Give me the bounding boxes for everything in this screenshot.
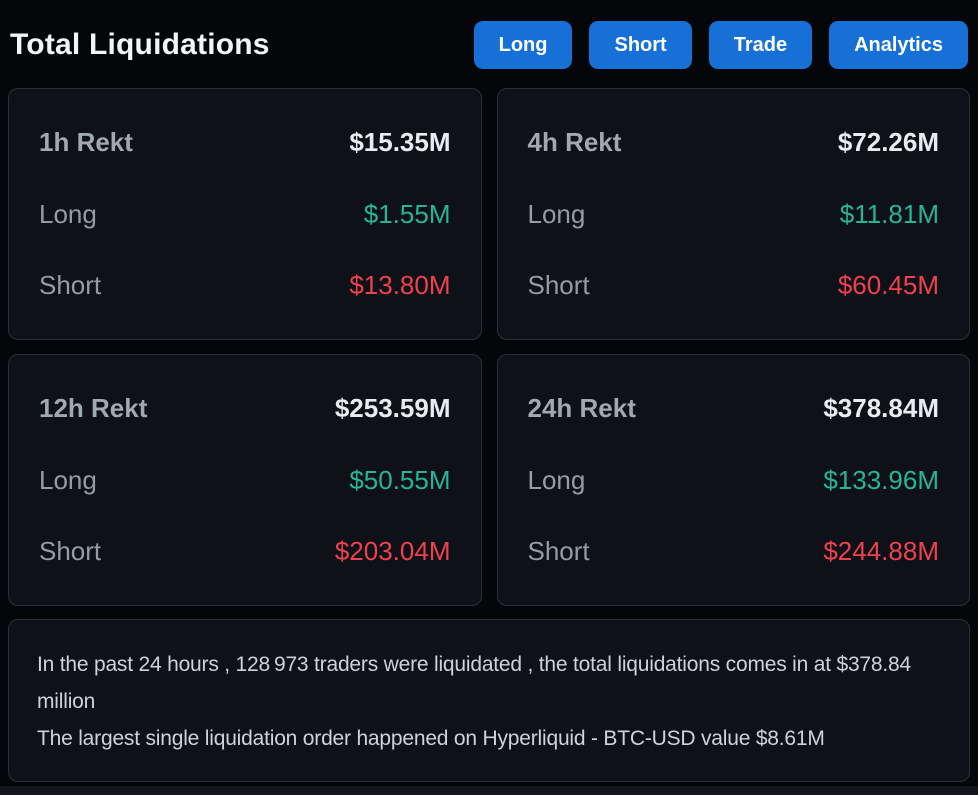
long-row: Long $50.55M [39, 465, 451, 496]
long-row: Long $133.96M [528, 465, 940, 496]
short-label: Short [527, 536, 590, 567]
short-value: $13.80M [349, 270, 451, 301]
summary-line-2: The largest single liquidation order hap… [37, 727, 825, 751]
long-value: $50.55M [349, 464, 451, 495]
filter-button-row: Long Short Trade Analytics [473, 20, 968, 69]
liquidation-card-1h: 1h Rekt $15.35M Long $1.55M Short $13.80… [8, 88, 482, 341]
short-row: Short $13.80M [39, 270, 451, 301]
total-row: 24h Rekt $378.84M [528, 393, 940, 424]
summary-line-1: In the past 24 hours , 128 973 traders w… [37, 653, 911, 714]
long-value: $11.81M [839, 198, 939, 229]
header: Total Liquidations Long Short Trade Anal… [0, 0, 978, 75]
total-value: $15.35M [349, 127, 451, 158]
short-row: Short $244.88M [528, 536, 940, 567]
long-row: Long $1.55M [39, 199, 451, 230]
total-value: $253.59M [334, 393, 451, 424]
long-filter-button[interactable]: Long [473, 20, 573, 69]
long-label: Long [39, 464, 97, 495]
short-filter-button[interactable]: Short [589, 20, 692, 69]
short-label: Short [39, 536, 102, 567]
total-value: $378.84M [823, 393, 939, 424]
total-row: 4h Rekt $72.26M [528, 127, 940, 158]
short-row: Short $203.04M [39, 536, 451, 567]
period-label: 12h Rekt [39, 393, 148, 424]
bottom-strip [0, 786, 978, 795]
short-value: $203.04M [334, 536, 451, 567]
page-title: Total Liquidations [10, 27, 270, 61]
total-value: $72.26M [837, 127, 939, 158]
liquidation-card-4h: 4h Rekt $72.26M Long $11.81M Short $60.4… [496, 88, 970, 341]
liquidation-card-12h: 12h Rekt $253.59M Long $50.55M Short $20… [8, 354, 482, 607]
short-row: Short $60.45M [528, 270, 940, 301]
long-value: $133.96M [823, 464, 939, 495]
liquidation-cards-grid: 1h Rekt $15.35M Long $1.55M Short $13.80… [0, 88, 978, 607]
period-label: 4h Rekt [527, 127, 622, 158]
short-value: $244.88M [823, 536, 939, 567]
long-label: Long [527, 198, 586, 229]
summary-card: In the past 24 hours , 128 973 traders w… [8, 619, 970, 783]
liquidation-card-24h: 24h Rekt $378.84M Long $133.96M Short $2… [496, 354, 970, 607]
long-label: Long [527, 464, 586, 495]
analytics-filter-button[interactable]: Analytics [829, 20, 968, 69]
long-value: $1.55M [363, 198, 451, 229]
total-row: 1h Rekt $15.35M [39, 127, 451, 158]
trade-filter-button[interactable]: Trade [708, 20, 813, 69]
short-label: Short [39, 270, 102, 301]
long-row: Long $11.81M [528, 199, 940, 230]
period-label: 1h Rekt [39, 127, 133, 158]
short-value: $60.45M [837, 270, 939, 301]
period-label: 24h Rekt [527, 393, 636, 424]
total-row: 12h Rekt $253.59M [39, 393, 451, 424]
short-label: Short [527, 270, 590, 301]
long-label: Long [39, 198, 97, 229]
